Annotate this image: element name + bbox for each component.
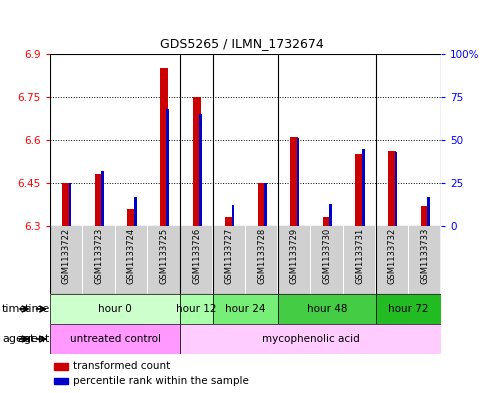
Bar [199,114,202,226]
Text: transformed count: transformed count [73,361,170,371]
Bar [134,197,137,226]
Bar [388,151,396,226]
Bar [51,226,82,294]
Bar [297,138,299,226]
Bar [69,183,71,226]
Bar [148,226,180,294]
Bar [193,97,201,226]
Text: GDS5265 / ILMN_1732674: GDS5265 / ILMN_1732674 [159,37,324,50]
Bar [329,204,332,226]
Bar [421,206,429,226]
Text: GSM1133733: GSM1133733 [420,228,429,285]
Bar [427,197,430,226]
Text: GSM1133722: GSM1133722 [62,228,71,284]
Text: agent: agent [2,334,34,344]
Bar [264,183,267,226]
Bar [101,171,104,226]
Bar [213,294,278,324]
Bar [279,226,310,294]
Bar [50,294,180,324]
Bar [323,217,331,226]
Text: mycophenolic acid: mycophenolic acid [262,334,359,344]
Bar [95,174,103,226]
Bar [278,294,376,324]
Bar [180,324,441,354]
Bar [181,226,212,294]
Bar [258,183,266,226]
Bar [83,226,114,294]
Text: agent: agent [17,334,50,344]
Bar [290,137,298,226]
Bar [116,226,147,294]
Text: hour 0: hour 0 [99,304,132,314]
Bar [232,206,234,226]
Text: GSM1133723: GSM1133723 [94,228,103,284]
Text: GSM1133731: GSM1133731 [355,228,364,284]
Bar [160,68,168,226]
Text: hour 72: hour 72 [388,304,429,314]
Bar [180,294,213,324]
Text: GSM1133726: GSM1133726 [192,228,201,284]
Text: GSM1133725: GSM1133725 [159,228,169,284]
Text: time: time [2,304,27,314]
Bar [312,226,342,294]
Bar [376,226,408,294]
Bar [128,209,136,226]
Bar [54,378,68,384]
Text: GSM1133732: GSM1133732 [388,228,397,284]
Bar [213,226,245,294]
Text: untreated control: untreated control [70,334,161,344]
Text: GSM1133728: GSM1133728 [257,228,266,284]
Bar [376,294,441,324]
Text: GSM1133727: GSM1133727 [225,228,234,284]
Bar [344,226,375,294]
Bar [395,152,397,226]
Text: hour 24: hour 24 [225,304,266,314]
Bar [246,226,277,294]
Bar [62,183,71,226]
Text: time: time [25,304,50,314]
Bar [50,324,180,354]
Bar [409,226,440,294]
Bar [355,154,364,226]
Text: GSM1133730: GSM1133730 [323,228,331,284]
Bar [225,217,233,226]
Text: hour 12: hour 12 [176,304,217,314]
Bar [167,109,169,226]
Text: percentile rank within the sample: percentile rank within the sample [73,376,249,386]
Text: hour 48: hour 48 [307,304,347,314]
Text: GSM1133729: GSM1133729 [290,228,299,284]
Bar [54,363,68,369]
Text: GSM1133724: GSM1133724 [127,228,136,284]
Bar [362,149,365,226]
